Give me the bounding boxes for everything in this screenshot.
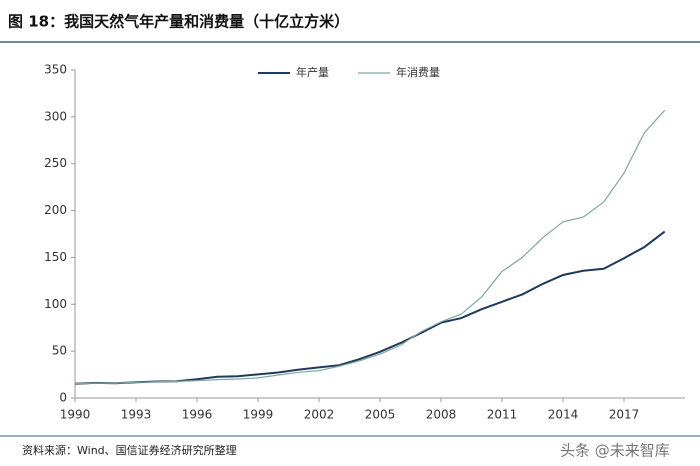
y-tick-label: 250	[44, 156, 67, 170]
legend-label: 年消费量	[396, 65, 440, 79]
x-tick-label: 1990	[60, 408, 91, 422]
source: 资料来源：Wind、国信证券经济研究所整理	[22, 443, 237, 457]
y-tick-label: 350	[44, 63, 67, 77]
x-tick-label: 2008	[426, 408, 457, 422]
y-tick-label: 150	[44, 250, 67, 264]
x-tick-label: 2017	[609, 408, 640, 422]
x-tick-label: 1993	[121, 408, 152, 422]
y-tick-label: 300	[44, 109, 67, 123]
x-tick-label: 2005	[365, 408, 396, 422]
x-tick-label: 2011	[487, 408, 518, 422]
series-line	[74, 109, 666, 385]
x-tick-label: 1999	[243, 408, 274, 422]
x-tick-label: 2014	[548, 408, 579, 422]
y-tick-label: 0	[59, 391, 67, 405]
y-tick-label: 50	[52, 344, 67, 358]
y-tick-label: 100	[44, 297, 67, 311]
chart-title: 图 18：我国天然气年产量和消费量（十亿立方米）	[8, 13, 349, 31]
x-tick-label: 2002	[304, 408, 335, 422]
y-tick-label: 200	[44, 203, 67, 217]
watermark: 头条 @未来智库	[560, 442, 670, 460]
series-line	[74, 230, 666, 385]
legend-label: 年产量	[296, 65, 329, 79]
x-tick-label: 1996	[182, 408, 213, 422]
